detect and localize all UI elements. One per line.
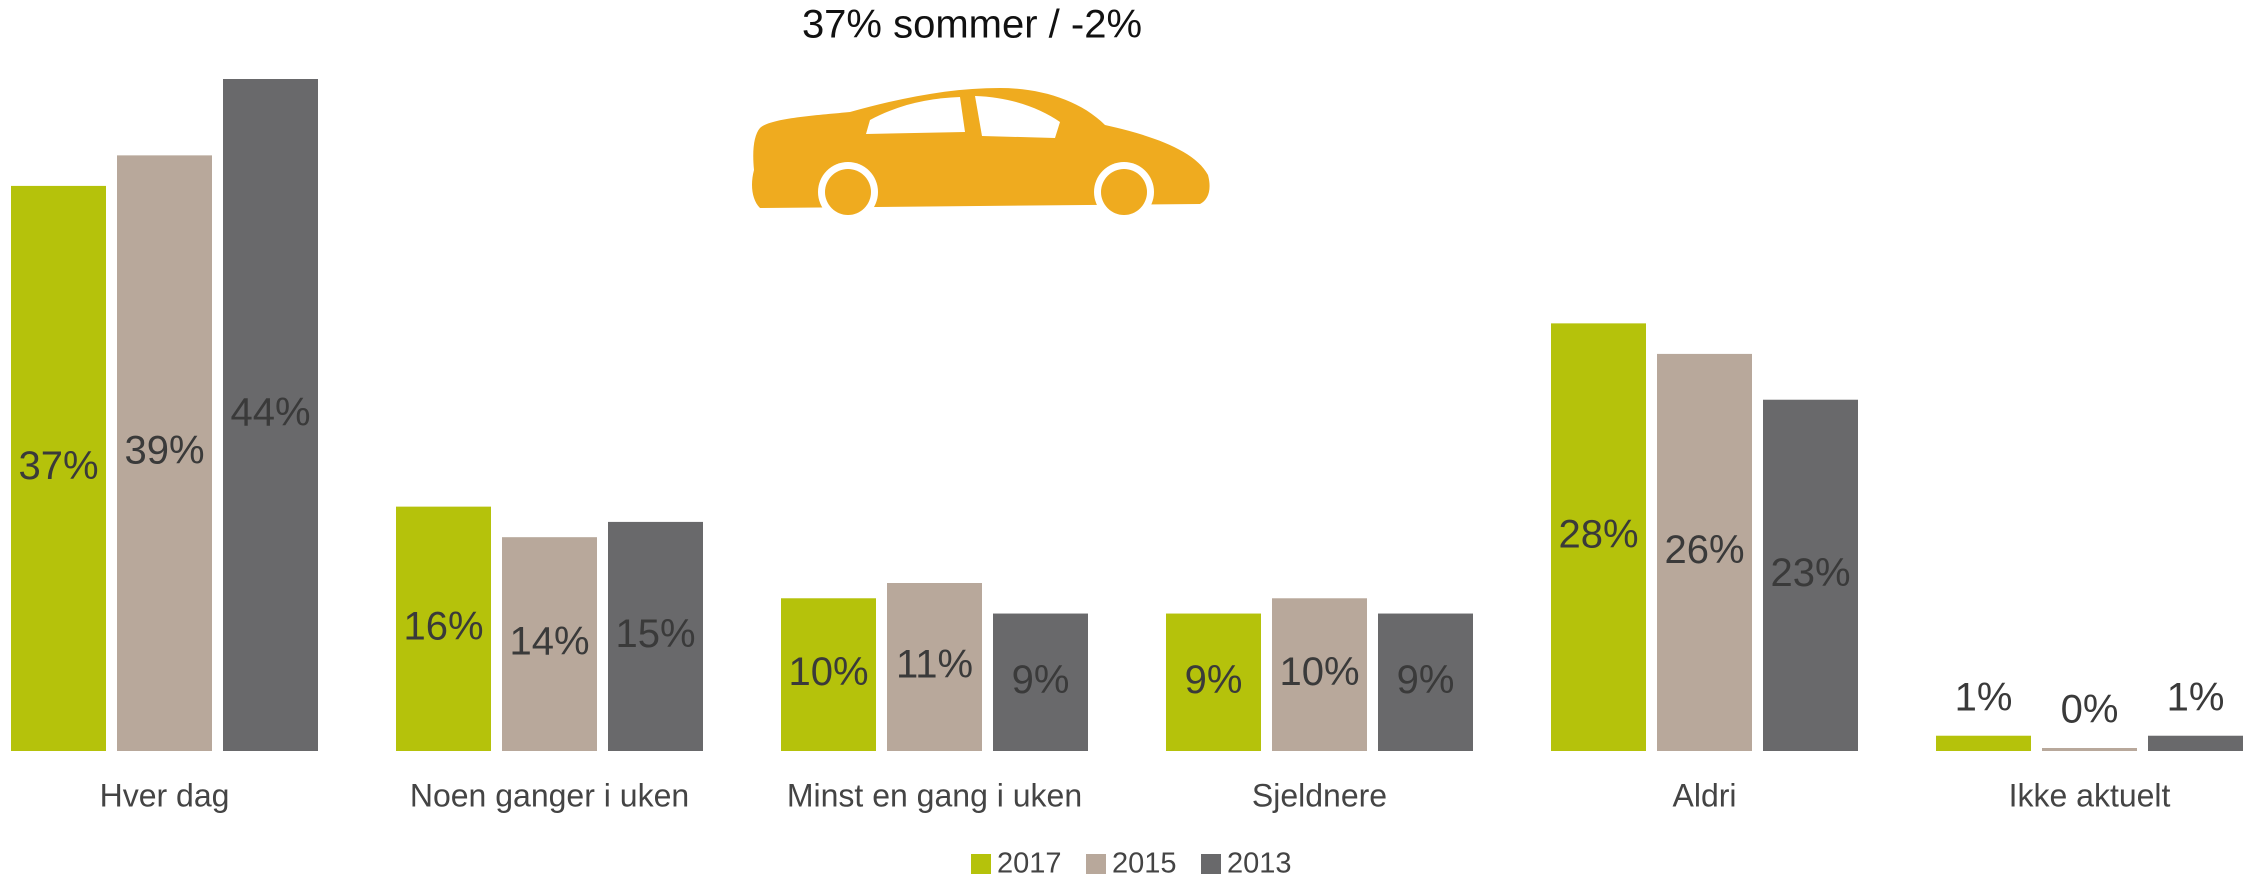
bar: [223, 79, 318, 751]
bar: [781, 598, 876, 751]
bar: [502, 537, 597, 751]
bar: [1378, 613, 1473, 751]
legend-label: 2015: [1112, 848, 1177, 877]
value-label: 11%: [896, 643, 973, 687]
bar: [2148, 735, 2243, 751]
legend-swatch: [971, 854, 991, 874]
value-label: 9%: [1185, 658, 1243, 702]
legend-swatch: [1201, 854, 1221, 874]
bar: [2042, 748, 2137, 751]
bar: [396, 506, 491, 751]
value-label: 23%: [1770, 551, 1850, 595]
x-tick-label: Aldri: [1672, 777, 1736, 813]
bar: [1763, 399, 1858, 751]
value-label: 16%: [403, 604, 483, 648]
value-label: 14%: [509, 620, 589, 664]
value-label: 10%: [1279, 650, 1359, 694]
legend-swatch: [1086, 854, 1106, 874]
bar: [117, 155, 212, 751]
value-label: 28%: [1558, 513, 1638, 557]
chart-title: 37% sommer / -2%: [802, 3, 1142, 47]
bar: [1166, 613, 1261, 751]
value-label: 10%: [788, 650, 868, 694]
value-label: 1%: [1955, 675, 2013, 719]
value-label: 9%: [1397, 658, 1455, 702]
x-tick-label: Sjeldnere: [1252, 777, 1387, 813]
x-tick-label: Ikke aktuelt: [2009, 777, 2171, 813]
bar: [993, 613, 1088, 751]
bar: [887, 583, 982, 751]
value-label: 26%: [1664, 528, 1744, 572]
x-tick-label: Hver dag: [100, 777, 230, 813]
x-tick-label: Noen ganger i uken: [410, 777, 689, 813]
value-label: 0%: [2061, 688, 2119, 732]
bar: [1272, 598, 1367, 751]
bar: [11, 185, 106, 752]
bar: [1936, 735, 2031, 751]
x-tick-label: Minst en gang i uken: [787, 777, 1082, 813]
legend-label: 2017: [997, 848, 1062, 877]
value-label: 44%: [230, 391, 310, 435]
bar: [1657, 353, 1752, 751]
bar: [608, 521, 703, 751]
value-label: 9%: [1012, 658, 1070, 702]
value-label: 39%: [124, 429, 204, 473]
car-icon: [752, 88, 1210, 222]
legend-label: 2013: [1227, 848, 1292, 877]
value-label: 1%: [2167, 675, 2225, 719]
bar: [1551, 323, 1646, 751]
value-label: 37%: [18, 444, 98, 488]
value-label: 15%: [615, 612, 695, 656]
